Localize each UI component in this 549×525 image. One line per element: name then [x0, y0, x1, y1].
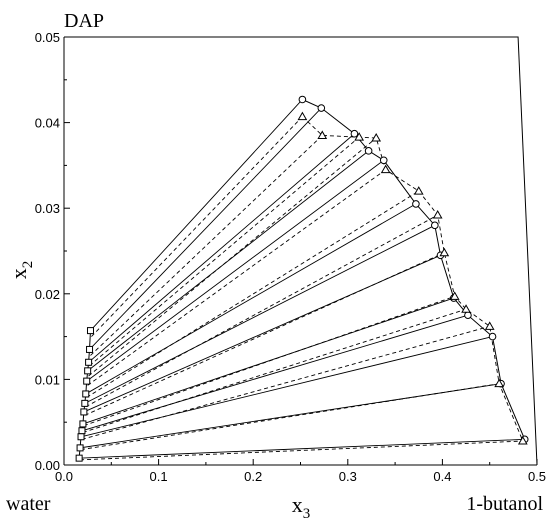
square-point-5: [82, 390, 90, 398]
square-point-4: [83, 377, 91, 385]
triangle-point-12: [517, 436, 528, 445]
y-axis-label-main: x: [6, 268, 31, 279]
triangle-point-0: [297, 111, 308, 121]
experimental-tie-line-0: [90, 99, 303, 331]
calculated-tie-line-7: [84, 252, 445, 416]
circle-point-4: [379, 156, 388, 165]
data-markers: [75, 95, 529, 462]
calculated-tie-line-3: [88, 137, 377, 377]
triangle-point-5: [413, 186, 424, 195]
circle-point-6: [431, 221, 439, 230]
circle-point-1: [317, 104, 326, 112]
calculated-tie-line-5: [86, 190, 419, 398]
experimental-tie-line-3: [87, 150, 369, 372]
y-tick-label-1: 0.01: [35, 372, 60, 387]
experimental-tie-line-6: [84, 224, 436, 404]
calculated-tie-line-6: [85, 214, 438, 408]
experimental-tie-line-1: [89, 107, 322, 350]
y-tick-label-5: 0.05: [35, 30, 60, 45]
x-tick-label-0: 0.0: [55, 469, 73, 484]
square-point-6: [81, 399, 89, 407]
square-point-10: [77, 433, 85, 441]
square-point-12: [75, 454, 83, 462]
y-axis-label: x2: [6, 261, 36, 280]
triangle-point-2: [354, 132, 365, 141]
y-tick-label-0: 0.00: [35, 458, 60, 473]
experimental-tie-line-10: [80, 336, 493, 438]
circle-point-10: [488, 332, 497, 341]
corner-label-water: water: [6, 493, 51, 515]
circle-point-2: [350, 129, 359, 138]
axis-ticks: 0.0 0.1 0.2 0.3 0.4 0.5 0.00 0.01 0.02 0.03 0.04 0.…: [35, 30, 546, 484]
x-tick-label-5: 0.5: [528, 469, 546, 484]
calculated-tie-line-4: [87, 169, 386, 386]
triangle-point-10: [484, 321, 495, 330]
experimental-tie-line-5: [85, 203, 417, 395]
square-point-11: [76, 444, 84, 452]
triangle-point-9: [461, 304, 471, 313]
experimental-tie-line-4: [86, 159, 385, 382]
tie-lines: [79, 99, 525, 461]
square-point-8: [79, 420, 87, 428]
calculated-tie-line-9: [82, 308, 467, 433]
experimental-tie-line-2: [88, 133, 355, 363]
y-tick-label-4: 0.04: [35, 116, 60, 131]
experimental-tie-line-11: [80, 383, 502, 449]
experimental-tie-line-8: [82, 297, 454, 425]
triangle-point-11: [494, 378, 505, 388]
square-point-9: [78, 427, 86, 435]
calculated-tie-line-1: [90, 135, 323, 356]
square-point-0: [86, 327, 94, 335]
square-point-2: [85, 358, 93, 366]
x-axis-label: x3: [292, 492, 311, 522]
circle-point-3: [364, 147, 373, 155]
x-tick-label-2: 0.2: [244, 469, 262, 484]
calculated-tie-line-0: [91, 116, 303, 337]
experimental-tie-line-12: [79, 438, 525, 459]
y-axis-label-subscript: 2: [20, 261, 36, 269]
triangle-point-1: [317, 130, 328, 139]
circle-point-0: [298, 95, 307, 104]
triangle-point-7: [439, 247, 450, 257]
calculated-tie-line-10: [81, 325, 490, 440]
x-axis-label-subscript: 3: [303, 506, 311, 522]
binodal-curve-solid: [302, 99, 526, 440]
binodal-curve-dashed: [302, 116, 524, 442]
triangle-point-3: [371, 133, 382, 142]
square-point-7: [80, 408, 88, 416]
corner-label-1-butanol: 1-butanol: [466, 493, 543, 515]
calculated-tie-line-11: [80, 383, 500, 451]
chart-title: DAP: [64, 10, 104, 32]
circle-point-9: [464, 311, 472, 320]
y-tick-label-2: 0.02: [35, 287, 60, 302]
x-tick-label-1: 0.1: [150, 469, 168, 484]
square-point-3: [84, 367, 92, 375]
y-tick-label-3: 0.03: [35, 201, 60, 216]
calculated-tie-line-12: [80, 440, 523, 461]
square-point-1: [86, 345, 94, 353]
calculated-tie-line-8: [83, 295, 455, 427]
frame-top-and-hypotenuse: [64, 36, 538, 466]
triangle-point-4: [380, 164, 391, 174]
x-tick-label-4: 0.4: [433, 469, 451, 484]
calculated-tie-line-2: [89, 136, 360, 367]
x-axis-label-main: x: [292, 492, 303, 517]
triangle-point-6: [432, 210, 443, 219]
experimental-tie-line-9: [81, 314, 469, 432]
x-tick-label-3: 0.3: [339, 469, 357, 484]
triangle-point-8: [449, 291, 460, 300]
circle-point-5: [412, 200, 420, 208]
